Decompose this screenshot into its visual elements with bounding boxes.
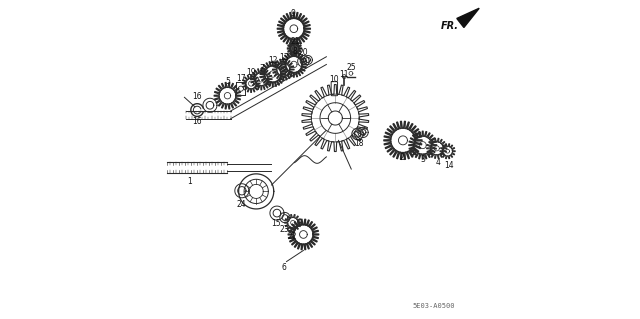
Text: 16: 16	[192, 117, 202, 126]
Text: 15: 15	[271, 219, 281, 228]
Text: 7: 7	[259, 64, 264, 73]
Text: 20: 20	[299, 48, 308, 57]
Text: 25: 25	[346, 63, 356, 72]
Text: 8: 8	[292, 47, 297, 56]
Text: FR.: FR.	[441, 21, 459, 31]
Text: 3: 3	[420, 155, 426, 164]
Text: 5E03-A0500: 5E03-A0500	[412, 303, 454, 309]
Text: 24: 24	[237, 200, 246, 209]
Text: 9: 9	[291, 9, 295, 18]
Text: 5: 5	[225, 77, 230, 86]
Text: 11: 11	[339, 70, 348, 78]
Text: 16: 16	[192, 92, 202, 101]
Text: 1: 1	[187, 177, 191, 186]
Text: 6: 6	[282, 263, 287, 272]
Text: 4: 4	[436, 158, 440, 167]
Text: 14: 14	[444, 161, 453, 170]
Text: 23: 23	[280, 225, 289, 234]
Text: 22: 22	[287, 232, 297, 241]
Polygon shape	[457, 8, 479, 27]
Polygon shape	[287, 41, 301, 56]
Text: 12: 12	[268, 56, 278, 65]
Text: 19: 19	[246, 68, 256, 77]
Text: 2: 2	[399, 153, 404, 162]
Text: 13: 13	[279, 53, 289, 62]
Text: 10: 10	[329, 75, 339, 84]
Text: 21: 21	[291, 37, 300, 46]
Text: 18: 18	[355, 139, 364, 148]
Text: 17: 17	[236, 74, 246, 83]
